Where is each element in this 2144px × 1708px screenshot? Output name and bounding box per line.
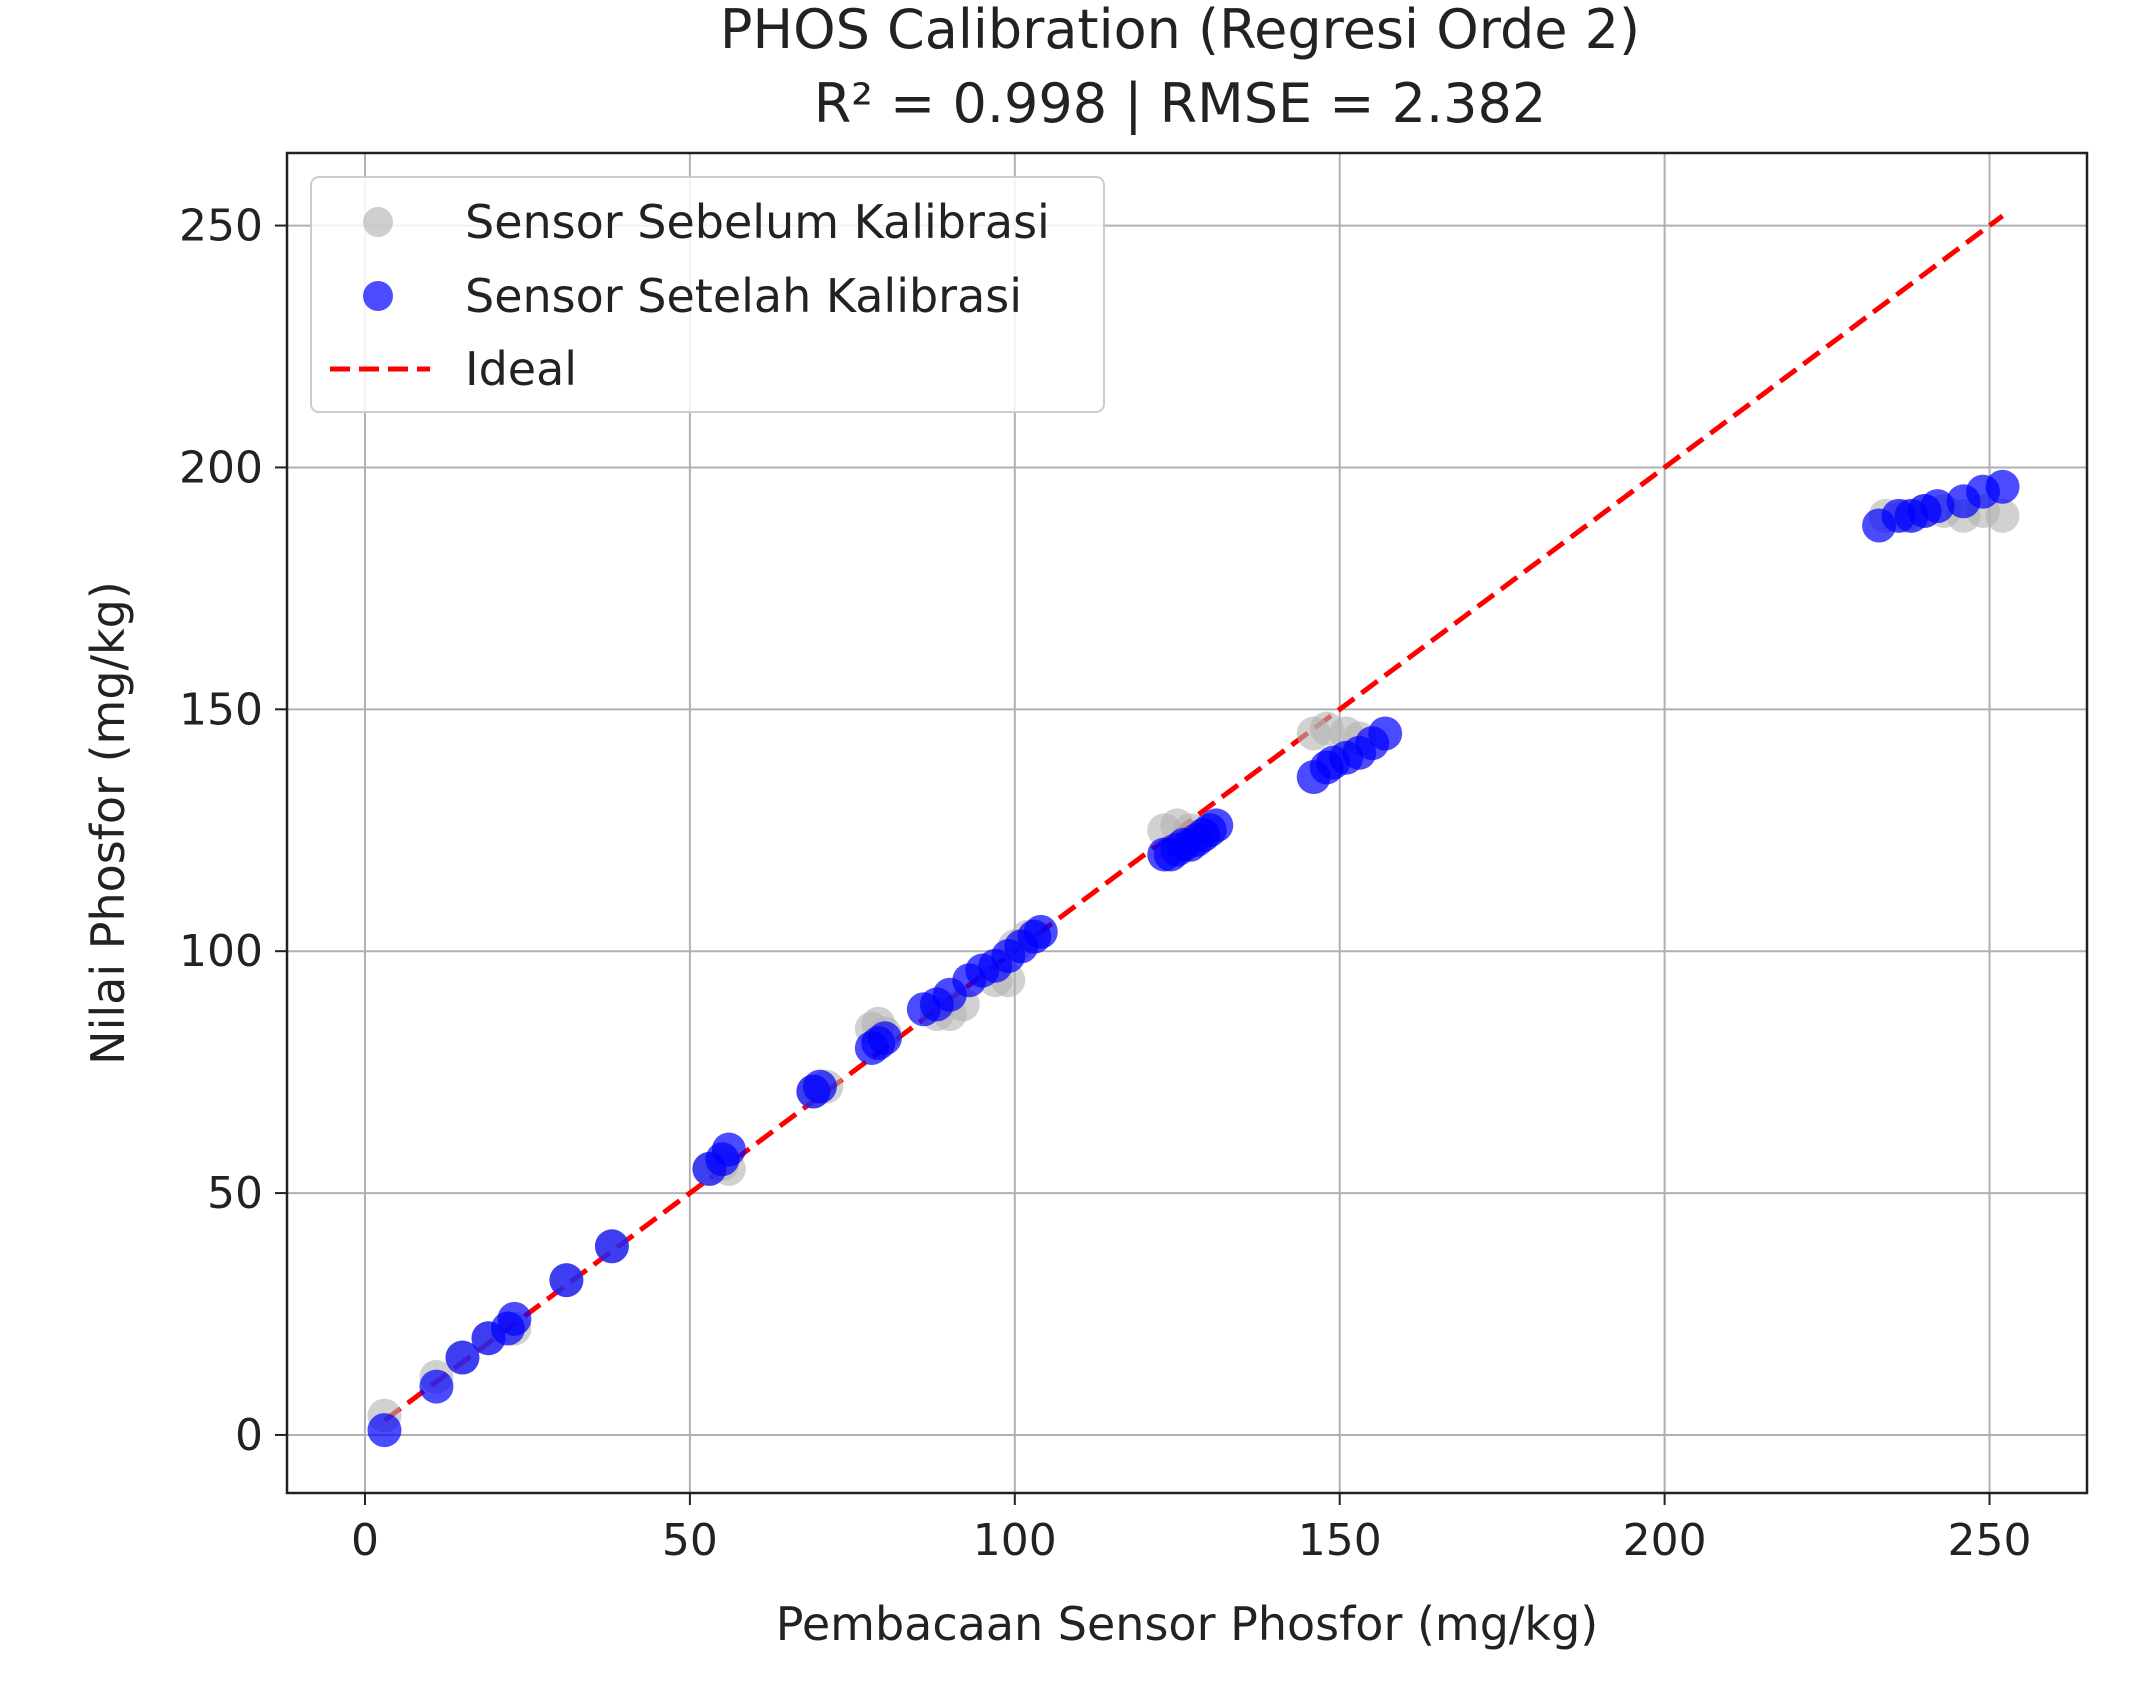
x-tick-label: 50 — [662, 1515, 718, 1566]
y-tick-label: 250 — [179, 201, 263, 252]
chart-subtitle: R² = 0.998 | RMSE = 2.382 — [814, 72, 1547, 135]
legend-label-ideal: Ideal — [465, 342, 577, 396]
legend-marker-after — [363, 281, 393, 311]
series-after-calibration — [367, 469, 2020, 1448]
legend: Sensor Sebelum Kalibrasi Sensor Setelah … — [310, 176, 1105, 413]
chart-title: PHOS Calibration (Regresi Orde 2) — [720, 0, 1640, 61]
after-calibration-point — [867, 1021, 902, 1056]
ideal-reference-line — [382, 213, 2005, 1423]
after-calibration-point — [367, 1413, 402, 1448]
x-tick-label: 200 — [1623, 1515, 1707, 1566]
legend-label-before: Sensor Sebelum Kalibrasi — [465, 195, 1050, 249]
y-tick-label: 50 — [207, 1168, 263, 1219]
legend-box — [310, 176, 1105, 413]
after-calibration-point — [594, 1229, 629, 1264]
after-calibration-point — [419, 1369, 454, 1404]
x-tick-label: 0 — [351, 1515, 379, 1566]
y-tick-label: 200 — [179, 442, 263, 493]
y-tick-label: 150 — [179, 684, 263, 735]
plot-frame — [285, 151, 2089, 1495]
x-axis-label: Pembacaan Sensor Phosfor (mg/kg) — [776, 1597, 1598, 1651]
y-axis-label: Nilai Phosfor (mg/kg) — [81, 581, 135, 1065]
y-tick-label: 0 — [235, 1410, 263, 1461]
after-calibration-point — [802, 1069, 837, 1104]
x-tick-label: 150 — [1298, 1515, 1382, 1566]
after-calibration-point — [1199, 808, 1234, 843]
axis-ticks: 0 50 100 150 200 250 0 50 100 150 200 250 — [179, 201, 2032, 1566]
after-calibration-point — [445, 1340, 480, 1375]
legend-label-after: Sensor Setelah Kalibrasi — [465, 269, 1022, 323]
x-tick-label: 250 — [1948, 1515, 2032, 1566]
legend-marker-before — [363, 207, 393, 237]
x-tick-label: 100 — [973, 1515, 1057, 1566]
y-tick-label: 100 — [179, 926, 263, 977]
after-calibration-point — [497, 1301, 532, 1336]
after-calibration-point — [549, 1263, 584, 1298]
before-calibration-point — [1985, 498, 2020, 533]
after-calibration-point — [1023, 914, 1058, 949]
after-calibration-point — [1985, 469, 2020, 504]
after-calibration-point — [711, 1132, 746, 1167]
after-calibration-point — [1920, 489, 1955, 524]
after-calibration-point — [1368, 716, 1403, 751]
